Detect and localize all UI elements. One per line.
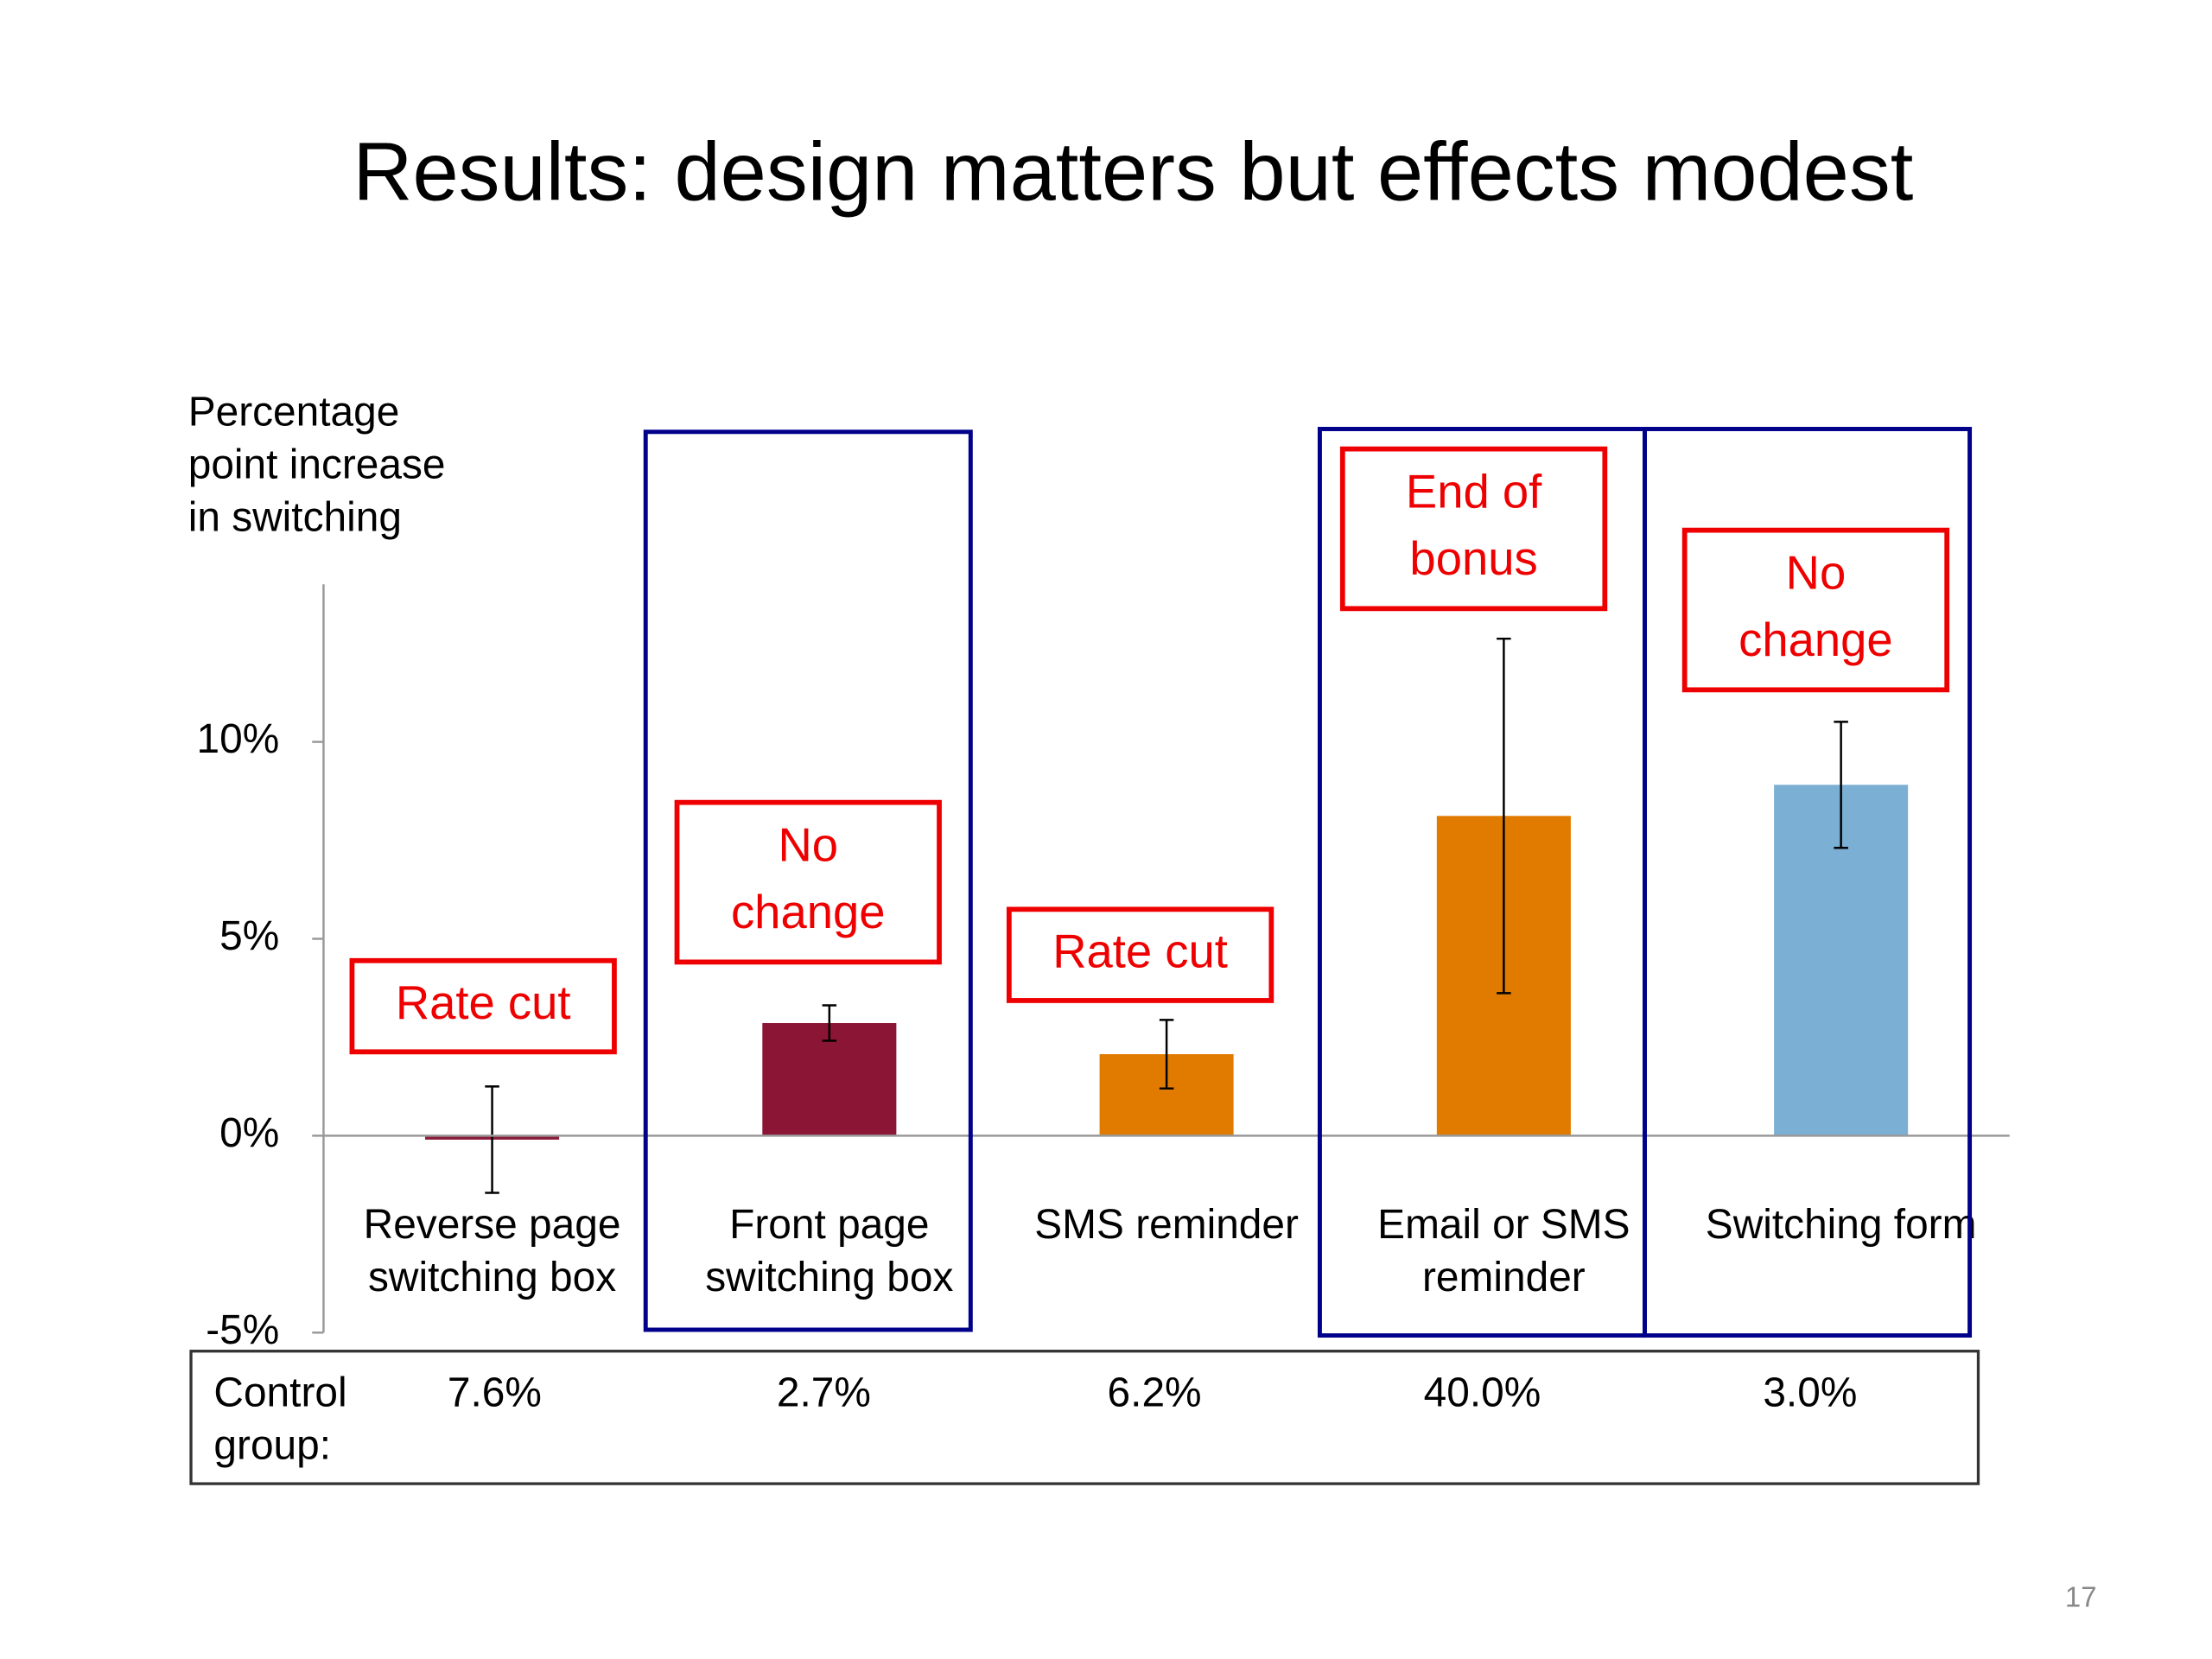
control-value: 40.0%: [1424, 1370, 1541, 1415]
annotation: bonus: [1409, 532, 1537, 585]
slide-title: Results: design matters but effects mode…: [353, 125, 1913, 218]
annotation-box: [1339, 446, 1608, 612]
page-number: 17: [2065, 1580, 2097, 1612]
x-tick-label: Reverse page: [364, 1202, 621, 1248]
annotation: Rate cut: [396, 976, 571, 1029]
group-boxes: [643, 427, 1973, 1338]
annotation: Rate cut: [1052, 925, 1228, 978]
annotation-box: [1006, 906, 1274, 1003]
control-table: [189, 1350, 1980, 1485]
annotation: No: [1786, 547, 1847, 600]
control-label: Control: [213, 1370, 346, 1415]
y-axis-label: in switching: [188, 495, 402, 541]
x-tick-label: Switching form: [1706, 1202, 1977, 1248]
y-axis-label: Percentage: [188, 390, 400, 435]
y-tick-label: 5%: [219, 913, 279, 959]
x-tick-label: reminder: [1422, 1255, 1586, 1300]
y-tick-label: 10%: [197, 716, 280, 762]
group-box: [643, 429, 973, 1332]
control-value: 7.6%: [448, 1370, 542, 1415]
annotation: change: [731, 886, 886, 938]
annotation: No: [778, 819, 838, 872]
annotation-box: [349, 957, 617, 1055]
annotation-box: [1681, 527, 1950, 693]
control-label: group:: [213, 1423, 331, 1469]
x-tick-label: SMS reminder: [1034, 1202, 1299, 1248]
annotation: change: [1738, 613, 1893, 666]
x-tick-label: Front page: [729, 1202, 929, 1248]
y-tick-label: -5%: [206, 1307, 279, 1353]
annotation: End of: [1406, 466, 1542, 518]
group-box: [1643, 427, 1973, 1338]
y-tick-label: 0%: [219, 1110, 279, 1156]
x-tick-label: switching box: [705, 1255, 953, 1300]
x-tick-label: switching box: [368, 1255, 616, 1300]
control-value: 6.2%: [1108, 1370, 1202, 1415]
x-tick-label: Email or SMS: [1377, 1202, 1630, 1248]
control-value: 2.7%: [777, 1370, 871, 1415]
y-axis-label: point increase: [188, 442, 446, 488]
control-value: 3.0%: [1763, 1370, 1857, 1415]
annotation-box: [674, 799, 942, 965]
